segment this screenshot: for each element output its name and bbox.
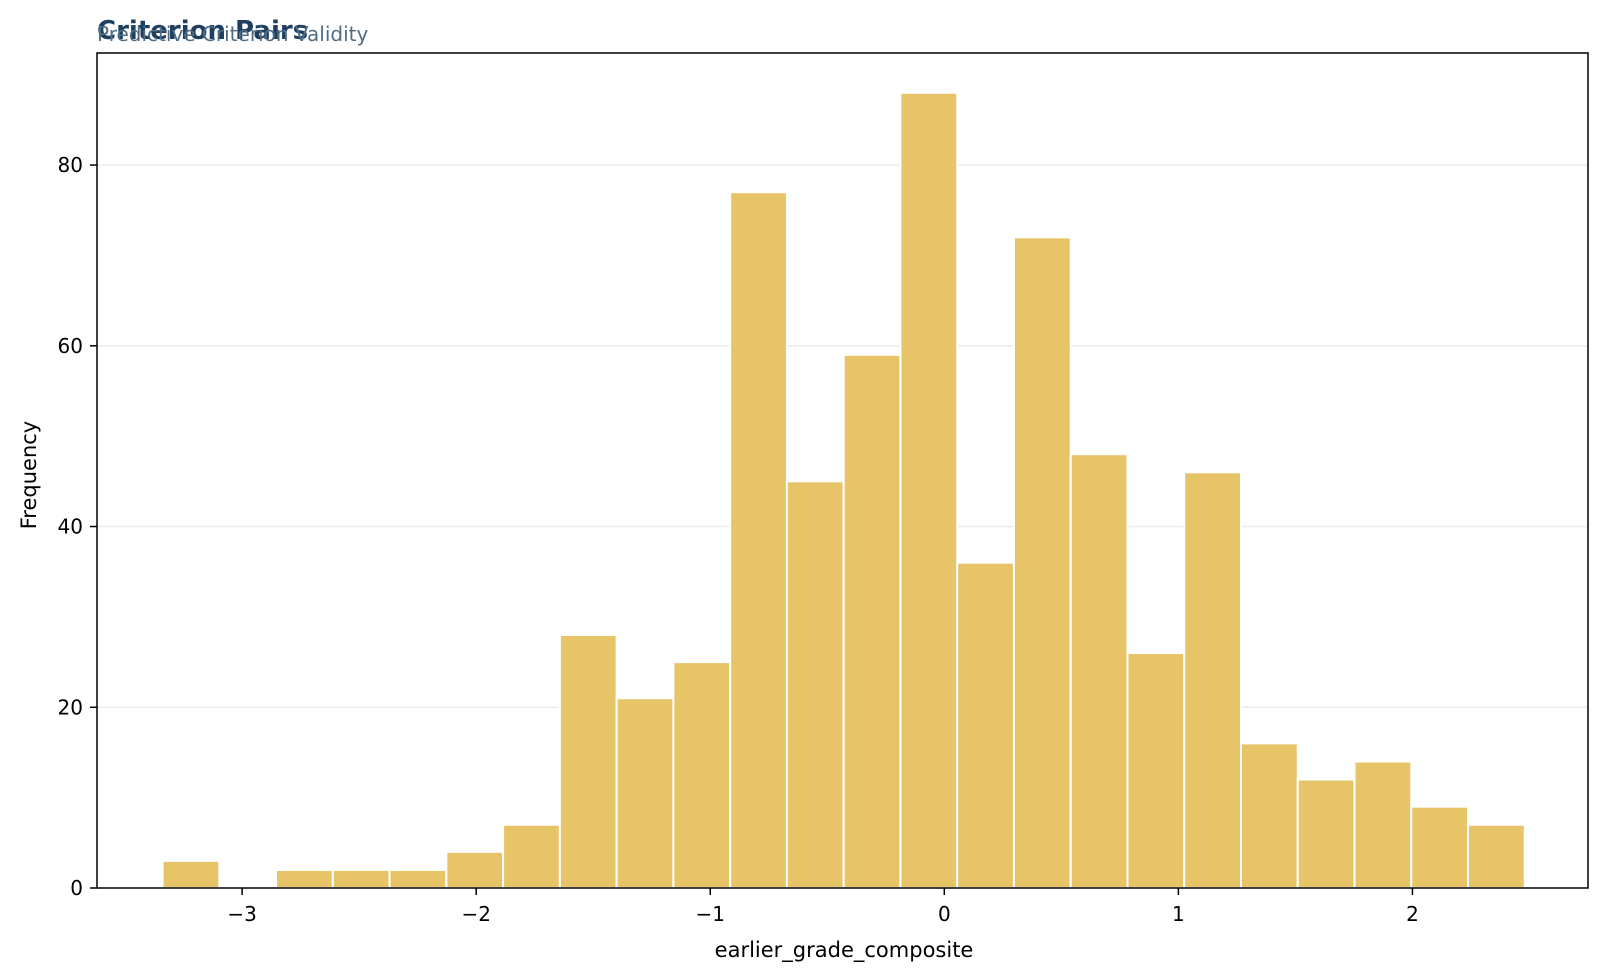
chart-subtitle: Predictive Criterion Validity: [97, 22, 368, 46]
histogram-bar: [558, 633, 618, 890]
histogram-bar: [785, 480, 845, 889]
y-tick-label: 0: [70, 876, 83, 900]
histogram-bar: [1467, 823, 1526, 890]
histogram-bar: [1239, 742, 1299, 889]
histogram-bar: [729, 191, 788, 889]
x-tick-label: −2: [461, 902, 490, 926]
plot-frame: [96, 52, 1589, 889]
histogram-bar: [1069, 453, 1129, 889]
chart-title: Criterion Pairs: [97, 16, 308, 46]
histogram-bar: [502, 823, 561, 890]
x-tick-label: 1: [1172, 902, 1185, 926]
histogram-bar: [1012, 236, 1072, 889]
histogram-bar: [842, 353, 902, 890]
histogram-bar: [1126, 652, 1186, 889]
histogram-bar: [615, 697, 675, 890]
histogram-bar: [899, 91, 959, 889]
histogram-bar: [1410, 805, 1470, 889]
histogram-bars: [161, 91, 1526, 890]
histogram-bar: [331, 868, 391, 889]
histogram-bar: [445, 850, 505, 890]
y-tick-label: 80: [58, 153, 83, 177]
x-tick-label: 2: [1406, 902, 1419, 926]
y-tick-label: 40: [58, 515, 83, 539]
y-tick-label: 20: [58, 695, 83, 719]
histogram-bar: [275, 868, 334, 889]
histogram-bar: [1353, 760, 1413, 890]
histogram-bar: [161, 859, 221, 889]
y-axis-label: Frequency: [17, 421, 41, 530]
x-axis-ticks: −3 −2 −1 0 1 2: [227, 888, 1419, 926]
x-tick-label: −1: [696, 902, 725, 926]
histogram-bar: [672, 661, 732, 889]
x-axis-label: earlier_grade_composite: [715, 938, 974, 963]
y-tick-label: 60: [58, 334, 83, 358]
histogram-bar: [956, 561, 1015, 890]
x-tick-label: 0: [938, 902, 951, 926]
x-tick-label: −3: [227, 902, 256, 926]
histogram-bar: [1296, 778, 1356, 890]
histogram-bar: [388, 868, 448, 889]
y-axis-ticks: 0 20 40 60 80: [58, 153, 97, 900]
histogram-bar: [1183, 471, 1242, 889]
